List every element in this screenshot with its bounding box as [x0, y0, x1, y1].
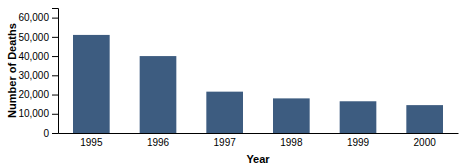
x-tick: 1996: [147, 137, 170, 148]
y-axis-line: [52, 9, 59, 134]
y-tick-mark: [52, 95, 58, 96]
x-axis: 1995 1996 1997 1998 1999 2000: [59, 134, 459, 149]
y-tick-mark: [52, 18, 58, 19]
x-tick-label: 1998: [280, 137, 303, 148]
y-axis: 0 10,000 20,000 30,000 40,000 50,000 60,000: [18, 9, 58, 139]
y-tick-label: 40,000: [18, 51, 49, 62]
x-tick: 1997: [214, 137, 237, 148]
y-axis-title: Number of Deaths: [6, 23, 18, 118]
y-tick: 0: [43, 128, 58, 139]
x-axis-title: Year: [246, 153, 270, 165]
y-tick-mark: [52, 56, 58, 57]
x-axis-line: [59, 133, 459, 134]
x-tick: 1995: [80, 137, 103, 148]
y-tick: 30,000: [18, 70, 58, 81]
x-tick-label: 1997: [214, 137, 237, 148]
y-tick-label: 30,000: [18, 70, 49, 81]
x-tick: 1999: [347, 137, 370, 148]
y-tick-label: 60,000: [18, 12, 49, 23]
y-tick: 10,000: [18, 108, 58, 119]
x-tick: 2000: [414, 137, 437, 148]
y-tick-label: 50,000: [18, 32, 49, 43]
y-tick: 60,000: [18, 12, 58, 23]
bar: [340, 101, 377, 133]
y-tick-mark: [52, 114, 58, 115]
bar: [206, 92, 243, 133]
y-tick-label: 20,000: [18, 89, 49, 100]
x-tick-label: 1995: [80, 137, 103, 148]
y-tick-label: 0: [43, 128, 49, 139]
plot-area: 1995 1996 1997 1998 1999 2000 0 10,000 20,000 30,…: [18, 9, 458, 149]
chart: 1995 1996 1997 1998 1999 2000 0 10,000 20,000 30,…: [0, 0, 470, 167]
bar: [73, 35, 110, 133]
y-tick-mark: [52, 37, 58, 38]
y-tick-mark: [52, 133, 58, 134]
bar: [406, 105, 443, 133]
y-tick-mark: [52, 75, 58, 76]
x-tick: 1998: [280, 137, 303, 148]
y-tick-label: 10,000: [18, 108, 49, 119]
x-tick-label: 2000: [414, 137, 437, 148]
bar: [140, 56, 177, 133]
x-tick-label: 1999: [347, 137, 370, 148]
x-tick-label: 1996: [147, 137, 170, 148]
bar: [273, 98, 310, 133]
y-tick: 50,000: [18, 32, 58, 43]
bars: [73, 35, 443, 133]
y-tick: 20,000: [18, 89, 58, 100]
y-tick: 40,000: [18, 51, 58, 62]
